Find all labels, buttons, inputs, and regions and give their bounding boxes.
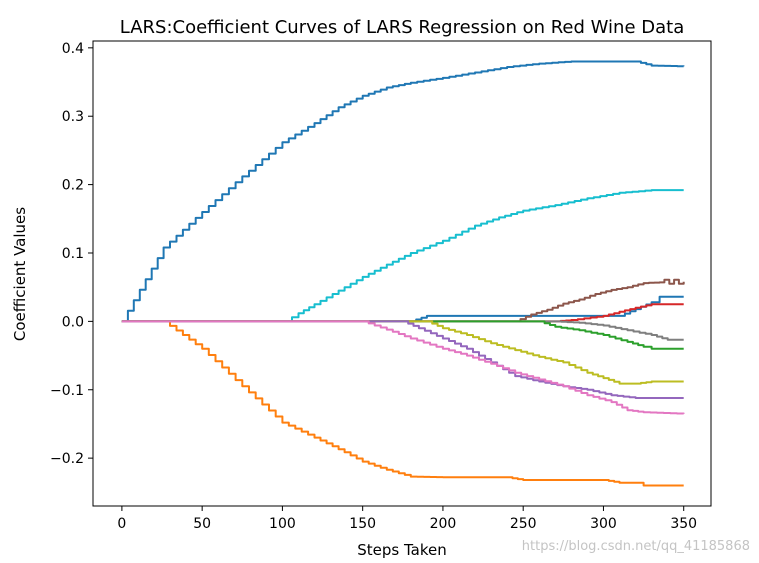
x-tick-label: 50 <box>193 516 211 532</box>
series-line-alcohol <box>121 60 685 323</box>
chart-title: LARS:Coefficient Curves of LARS Regressi… <box>120 17 684 38</box>
series-line-total-sulfur-dioxide <box>121 320 685 415</box>
x-axis: 0 50 100 150 200 250 300 350 <box>117 506 697 532</box>
y-tick-label: −0.1 <box>50 383 84 399</box>
y-tick-label: 0.2 <box>62 178 84 194</box>
y-tick-label: 0.3 <box>62 109 84 125</box>
x-tick-label: 250 <box>510 516 537 532</box>
x-tick-label: 350 <box>670 516 697 532</box>
series-layer <box>121 60 685 487</box>
x-tick-label: 0 <box>117 516 126 532</box>
series-line-volatile-acidity <box>121 320 684 487</box>
y-tick-label: 0.0 <box>62 314 84 330</box>
watermark: https://blog.csdn.net/qq_41185868 <box>522 539 750 554</box>
x-axis-label: Steps Taken <box>357 541 447 559</box>
y-tick-label: 0.1 <box>62 246 84 262</box>
x-tick-label: 300 <box>590 516 617 532</box>
y-tick-label: 0.4 <box>62 41 84 57</box>
y-axis-label: Coefficient Values <box>11 207 29 341</box>
x-tick-label: 150 <box>349 516 376 532</box>
y-axis: −0.2 −0.1 0.0 0.1 0.2 0.3 0.4 <box>50 41 93 467</box>
plot-frame <box>92 40 712 507</box>
x-tick-label: 100 <box>269 516 296 532</box>
y-tick-label: −0.2 <box>50 451 84 467</box>
x-tick-label: 200 <box>430 516 457 532</box>
